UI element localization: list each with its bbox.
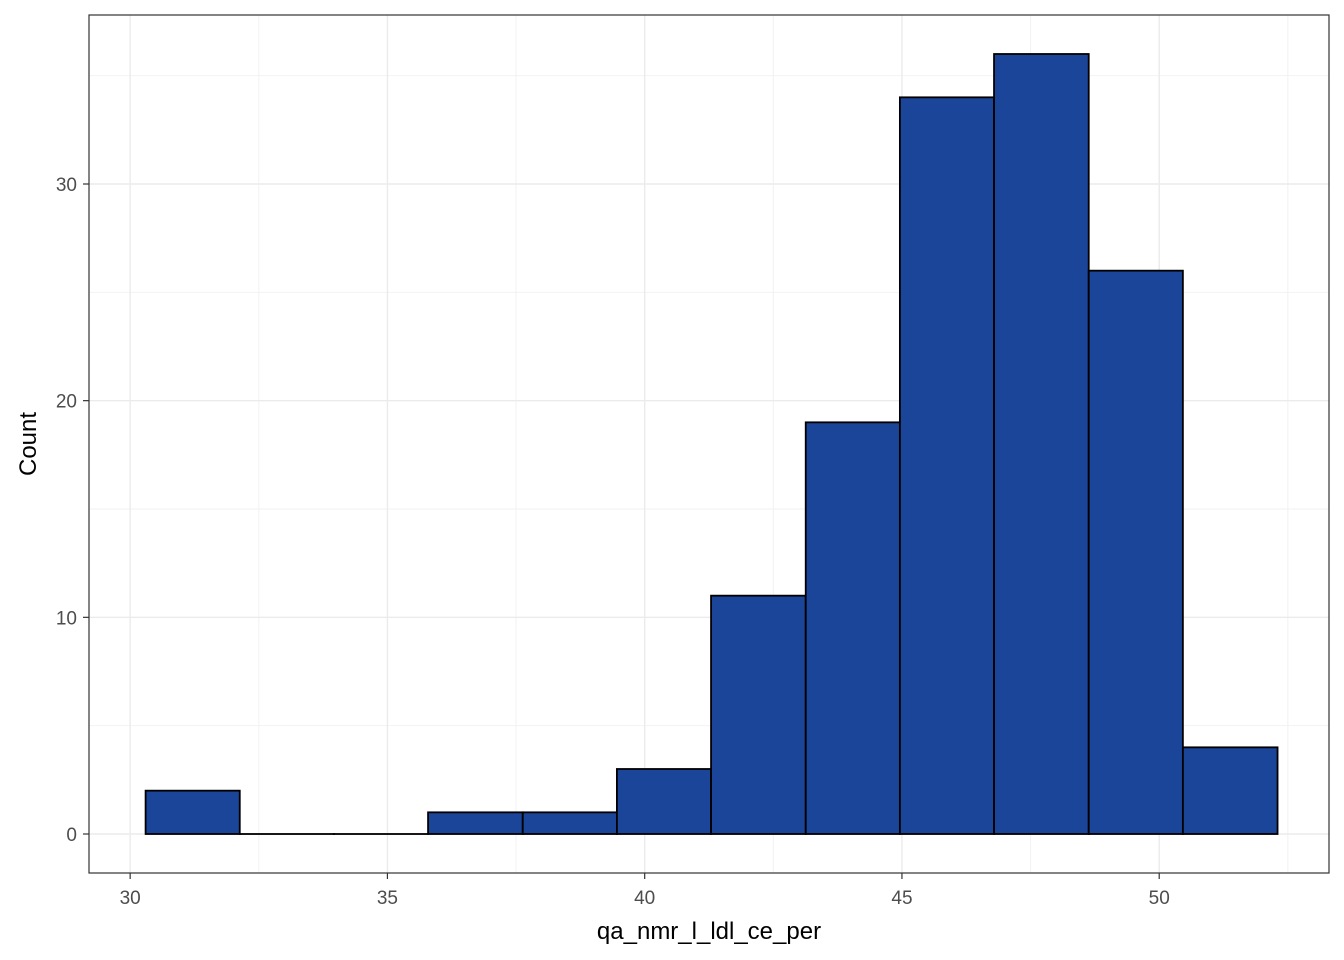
histogram-bar bbox=[1181, 746, 1279, 835]
histogram-bar bbox=[521, 811, 618, 835]
histogram-bar bbox=[804, 421, 901, 835]
y-tick-label: 30 bbox=[56, 175, 77, 196]
y-tick-label: 20 bbox=[56, 392, 77, 413]
histogram-bar bbox=[993, 53, 1090, 835]
histogram-bar bbox=[710, 594, 807, 835]
y-axis-title: Count bbox=[15, 412, 42, 476]
y-axis: 0 10 20 30 bbox=[56, 175, 89, 846]
histogram-bar bbox=[144, 789, 241, 835]
x-tick-label: 50 bbox=[1149, 888, 1170, 909]
x-tick-label: 30 bbox=[120, 888, 141, 909]
histogram-bars bbox=[144, 53, 1279, 835]
x-axis: 30 35 40 45 50 bbox=[120, 873, 1170, 909]
x-tick-label: 35 bbox=[377, 888, 398, 909]
x-tick-label: 45 bbox=[891, 888, 912, 909]
y-tick-label: 0 bbox=[66, 825, 77, 846]
histogram-bar bbox=[427, 811, 524, 835]
histogram-bar bbox=[1087, 269, 1184, 835]
histogram-bar bbox=[616, 768, 712, 835]
y-tick-label: 10 bbox=[56, 608, 77, 629]
histogram-bar bbox=[898, 96, 995, 835]
x-axis-title: qa_nmr_l_ldl_ce_per bbox=[597, 918, 821, 945]
panel-border bbox=[88, 14, 1330, 874]
x-tick-label: 40 bbox=[634, 888, 655, 909]
